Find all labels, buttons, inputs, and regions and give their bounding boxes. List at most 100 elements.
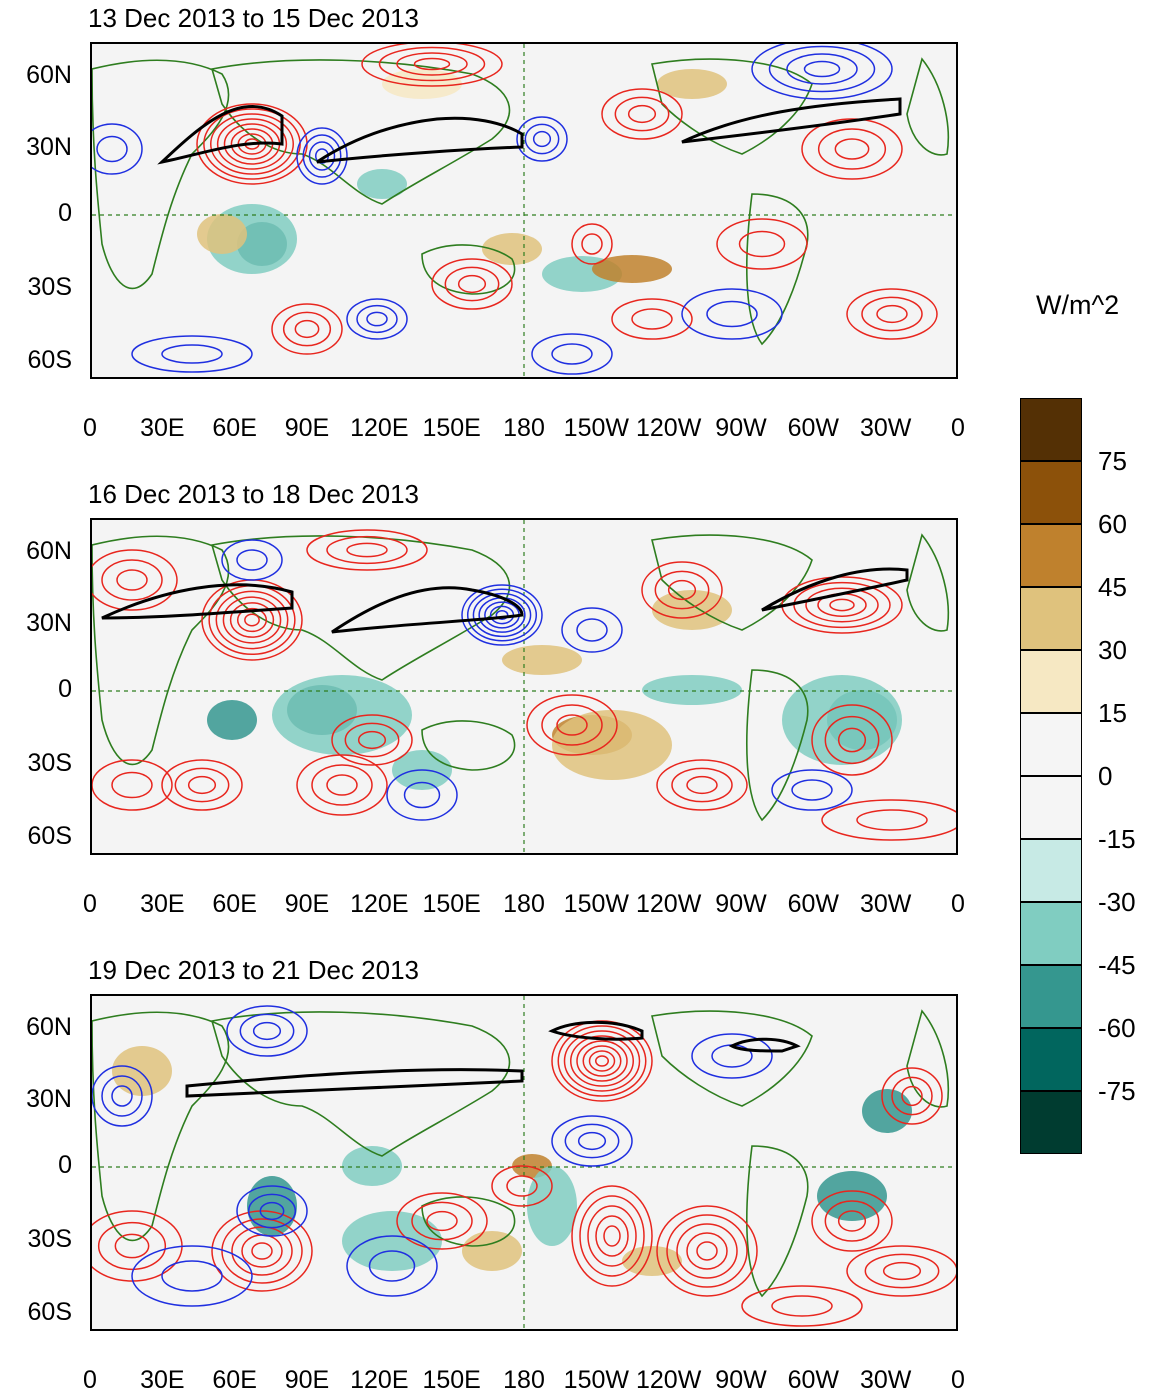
- positive-contour: [611, 298, 693, 340]
- positive-contour: [738, 230, 786, 258]
- positive-contour: [696, 1241, 718, 1261]
- positive-contour: [666, 1214, 748, 1288]
- positive-contour: [251, 1242, 273, 1260]
- negative-contour: [516, 116, 568, 162]
- lat-tick-label: 30N: [26, 133, 72, 161]
- lon-tick-label: 60E: [212, 414, 257, 442]
- positive-contour: [671, 767, 733, 803]
- panel-1: 13 Dec 2013 to 15 Dec 2013 60N 30N 0 30S 60S…: [0, 4, 1000, 464]
- panel-title: 19 Dec 2013 to 21 Dec 2013: [88, 955, 420, 985]
- positive-contour: [716, 218, 808, 270]
- positive-contour: [801, 118, 903, 180]
- colorbar-swatch: [1020, 776, 1082, 839]
- lon-tick-label: 150W: [563, 414, 629, 442]
- negative-contour: [791, 779, 833, 801]
- negative-contour: [96, 135, 128, 163]
- negative-contour: [768, 45, 876, 93]
- coastline: [746, 1145, 809, 1298]
- colorbar-swatch: [1020, 524, 1082, 587]
- positive-contour: [187, 775, 217, 795]
- lat-tick-label: 30N: [26, 609, 72, 637]
- positive-contour: [817, 128, 887, 170]
- jet-contour: [728, 1037, 801, 1053]
- anomaly-shading: [462, 1231, 522, 1271]
- positive-contour: [396, 52, 468, 76]
- negative-contour: [564, 1123, 620, 1159]
- positive-contour: [92, 759, 173, 811]
- positive-contour: [571, 223, 613, 265]
- positive-contour: [114, 1233, 150, 1259]
- jet-contour: [316, 116, 524, 164]
- negative-contour: [111, 1085, 133, 1107]
- coastline: [421, 720, 516, 771]
- positive-contour: [595, 1215, 629, 1257]
- panel-3: 19 Dec 2013 to 21 Dec 2013 60N 30N 0 30S 60S…: [0, 956, 1000, 1393]
- positive-contour: [570, 1035, 634, 1087]
- positive-contour: [431, 258, 513, 310]
- negative-contour: [706, 300, 758, 328]
- colorbar-units: W/m^2: [1036, 290, 1120, 320]
- colorbar-swatch: [1020, 587, 1082, 650]
- lon-tick-label: 60W: [787, 890, 840, 918]
- positive-contour: [846, 1245, 956, 1297]
- lon-tick-label: 30W: [859, 890, 912, 918]
- jet-contour: [761, 567, 909, 612]
- lon-tick-label: 30W: [859, 1366, 912, 1394]
- colorbar-label: 30: [1098, 635, 1127, 665]
- negative-contour: [92, 1065, 153, 1127]
- map-area: [90, 518, 958, 855]
- lon-tick-label: 150E: [422, 890, 481, 918]
- negative-contour: [551, 1115, 633, 1167]
- panel-2: 16 Dec 2013 to 18 Dec 2013 60N 30N 0 30S 60S…: [0, 480, 1000, 940]
- positive-contour: [829, 598, 855, 612]
- negative-contour: [532, 130, 552, 148]
- positive-contour: [413, 57, 451, 71]
- coastline: [906, 1009, 950, 1108]
- positive-contour: [631, 308, 673, 330]
- jet-contour: [548, 1020, 644, 1041]
- colorbar-swatch: [1020, 1028, 1082, 1091]
- positive-contour: [601, 88, 683, 140]
- negative-contour: [461, 584, 543, 646]
- anomaly-shading: [817, 1171, 887, 1221]
- negative-contour: [386, 769, 458, 821]
- colorbar-swatch: [1020, 713, 1082, 776]
- lat-tick-label: 0: [58, 1151, 72, 1179]
- positive-contour: [326, 535, 408, 565]
- lon-tick-label: 0: [83, 414, 97, 442]
- coastline: [210, 1011, 511, 1157]
- negative-contour: [472, 592, 532, 638]
- jet-contour: [157, 104, 284, 165]
- positive-contour: [667, 579, 697, 601]
- negative-contour: [576, 618, 608, 642]
- positive-contour: [771, 1295, 833, 1317]
- lat-tick-label: 30S: [27, 749, 72, 777]
- lon-tick-label: 150E: [422, 1366, 481, 1394]
- positive-contour: [627, 104, 657, 124]
- lon-tick-label: 120W: [636, 1366, 702, 1394]
- positive-contour: [326, 774, 358, 796]
- positive-contour: [229, 602, 275, 638]
- coastline: [92, 1011, 230, 1242]
- positive-contour: [557, 1025, 647, 1097]
- positive-contour: [231, 1226, 293, 1276]
- positive-contour: [824, 715, 880, 765]
- negative-contour: [239, 1013, 295, 1049]
- positive-contour: [576, 1040, 628, 1082]
- negative-contour: [247, 1193, 297, 1229]
- negative-contour: [466, 588, 538, 642]
- positive-contour: [97, 1221, 167, 1271]
- jet-contour: [681, 97, 902, 144]
- positive-contour: [210, 113, 294, 175]
- lon-tick-label: 120E: [350, 890, 409, 918]
- lat-tick-label: 30S: [27, 273, 72, 301]
- lon-tick-label: 0: [83, 1366, 97, 1394]
- colorbar-label: 45: [1098, 572, 1127, 602]
- lon-tick-label: 30E: [140, 414, 185, 442]
- anomaly-shading: [342, 1146, 402, 1186]
- lon-tick-label: 30W: [859, 414, 912, 442]
- positive-contour: [837, 727, 867, 753]
- lon-tick-label: 90E: [284, 414, 330, 442]
- colorbar-label: -75: [1098, 1076, 1136, 1106]
- lon-tick-label: 180: [503, 414, 545, 442]
